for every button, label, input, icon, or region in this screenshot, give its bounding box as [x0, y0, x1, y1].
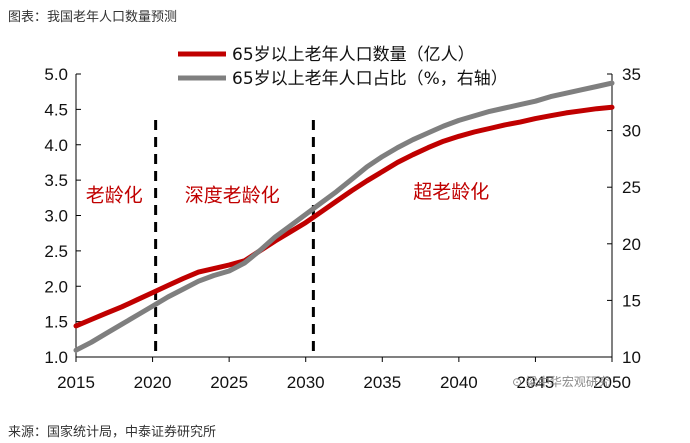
phase-label: 深度老龄化 — [185, 184, 280, 206]
left-tick-label: 3.0 — [44, 207, 68, 226]
left-tick-label: 4.5 — [44, 100, 68, 119]
left-tick-label: 5.0 — [44, 65, 68, 84]
right-tick-label: 20 — [622, 235, 641, 254]
x-tick-label: 2045 — [517, 373, 555, 392]
right-tick-label: 25 — [622, 178, 641, 197]
source-note: 来源：国家统计局，中泰证券研究所 — [8, 425, 217, 440]
x-tick-label: 2020 — [134, 373, 172, 392]
x-tick-label: 2025 — [210, 373, 248, 392]
phase-label: 超老龄化 — [413, 181, 489, 203]
left-tick-label: 2.5 — [44, 242, 68, 261]
left-tick-label: 4.0 — [44, 136, 68, 155]
right-tick-label: 10 — [622, 348, 641, 367]
ratio-series-line — [73, 80, 615, 353]
x-tick-label: 2030 — [287, 373, 325, 392]
left-tick-label: 1.0 — [44, 348, 68, 367]
population-series-line — [73, 104, 615, 329]
right-tick-label: 35 — [622, 65, 641, 84]
series-lines — [73, 80, 615, 353]
x-tick-label: 2035 — [363, 373, 401, 392]
left-tick-label: 1.5 — [44, 313, 68, 332]
left-tick-label: 2.0 — [44, 277, 68, 296]
right-tick-label: 30 — [622, 122, 641, 141]
legend-label: 65岁以上老年人口占比（%，右轴） — [232, 69, 508, 89]
x-tick-label: 2050 — [593, 373, 631, 392]
x-tick-label: 2040 — [440, 373, 478, 392]
legend: 65岁以上老年人口数量（亿人） 65岁以上老年人口占比（%，右轴） — [178, 45, 508, 89]
legend-label: 65岁以上老年人口数量（亿人） — [232, 45, 475, 65]
chart-caption: 图表：我国老年人口数量预测 — [8, 10, 178, 25]
right-tick-label: 15 — [622, 291, 641, 310]
watermark: ⊙ 梁中华宏观研究 — [512, 375, 610, 389]
axis-ticks: 1.01.52.02.53.03.54.04.55.01015202530352… — [44, 65, 641, 392]
left-tick-label: 3.5 — [44, 171, 68, 190]
x-tick-label: 2015 — [57, 373, 95, 392]
phase-label: 老龄化 — [86, 184, 143, 206]
phase-dividers — [154, 120, 315, 357]
phase-labels: 老龄化 深度老龄化 超老龄化 — [86, 181, 489, 207]
